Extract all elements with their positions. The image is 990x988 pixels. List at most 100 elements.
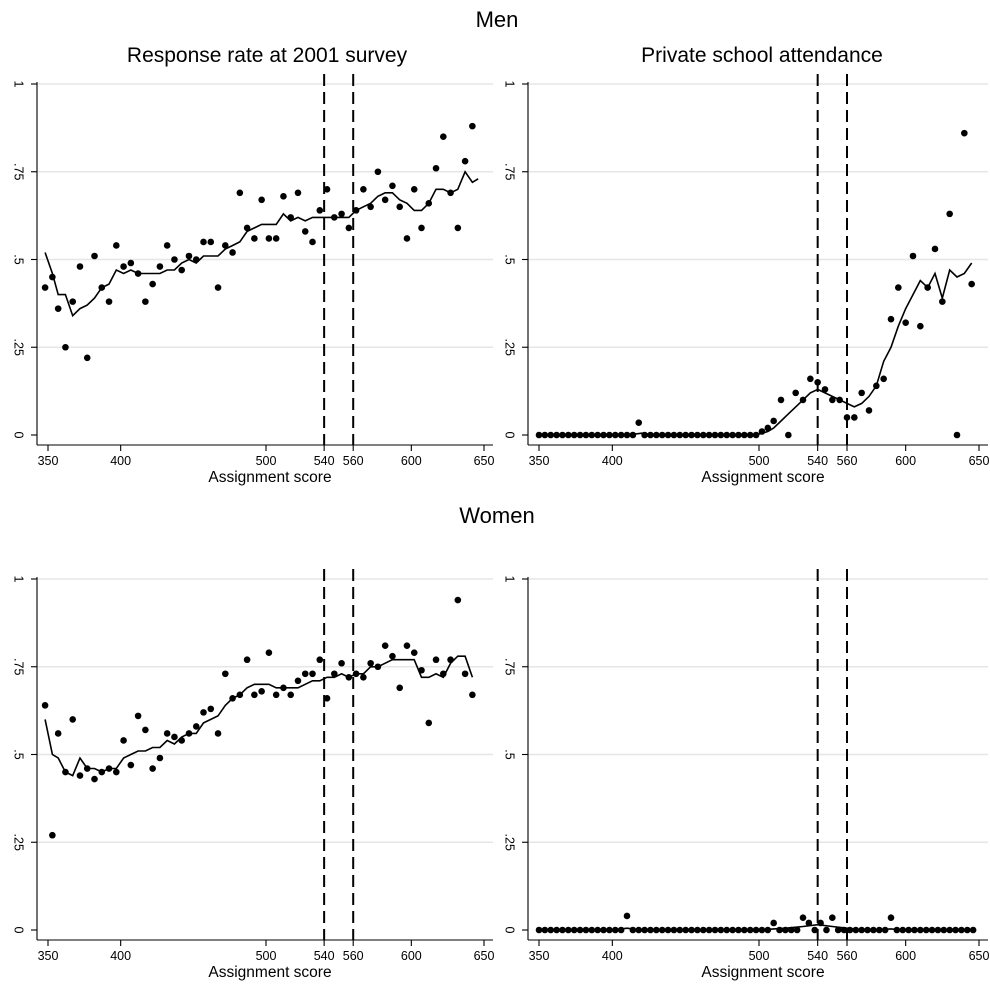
data-point (858, 926, 865, 934)
data-point (149, 280, 156, 288)
data-point (352, 207, 360, 214)
data-point (301, 228, 309, 235)
data-point (600, 926, 607, 934)
data-point (345, 224, 353, 232)
data-point (770, 919, 777, 927)
data-point (287, 691, 295, 699)
data-point (403, 235, 411, 242)
data-point (785, 431, 792, 439)
data-point (931, 245, 939, 253)
data-point (192, 723, 200, 730)
data-point (887, 315, 895, 323)
x-tick-label: 600 (401, 949, 422, 963)
data-point (641, 926, 648, 934)
data-point (735, 926, 742, 934)
data-point (396, 684, 404, 692)
data-point (880, 375, 887, 383)
data-point (83, 765, 91, 772)
data-point (258, 196, 265, 204)
data-point (272, 235, 280, 242)
data-point (782, 926, 789, 934)
x-tick-label: 600 (895, 454, 916, 468)
x-tick-label: 650 (969, 454, 990, 468)
x-tick-label: 650 (969, 949, 990, 963)
data-point (570, 926, 578, 934)
x-tick-label: 400 (602, 949, 623, 963)
panel-men-response-rate: Response rate at 2001 survey 0 .25 .5 .75 1 3… (12, 44, 495, 486)
data-point (360, 186, 367, 193)
data-point (559, 431, 566, 439)
data-point (251, 691, 258, 699)
data-point (909, 252, 917, 260)
data-point (694, 926, 701, 934)
x-tick-label: 500 (256, 454, 277, 468)
data-point (776, 926, 783, 934)
data-point (836, 396, 843, 404)
x-tick-label: 560 (343, 454, 364, 468)
data-point (840, 926, 848, 934)
data-point (338, 659, 345, 667)
data-point (729, 431, 736, 439)
x-tick-label: 650 (474, 454, 495, 468)
y-tick-label: .75 (12, 163, 26, 180)
y-tick-label: .75 (503, 163, 517, 180)
data-point (559, 926, 566, 934)
data-point (272, 691, 280, 699)
data-point (535, 926, 543, 934)
data-point (163, 730, 171, 737)
data-point (163, 242, 171, 249)
data-point (758, 428, 766, 435)
data-point (582, 926, 590, 934)
data-point (547, 926, 555, 934)
data-point (113, 768, 120, 776)
data-point (629, 431, 637, 439)
data-point (294, 189, 302, 197)
data-point (793, 926, 801, 934)
data-point (934, 926, 942, 934)
data-point (829, 914, 836, 922)
data-point (961, 129, 968, 137)
data-point (834, 926, 842, 934)
data-point (865, 407, 873, 414)
y-tick-label: .5 (503, 749, 517, 759)
data-point (171, 256, 178, 263)
data-point (214, 284, 222, 291)
data-point (280, 193, 287, 200)
data-point (875, 926, 883, 934)
data-point (447, 656, 454, 664)
y-tick-label: .75 (503, 658, 517, 675)
data-point (705, 926, 713, 934)
data-point (410, 186, 418, 193)
data-point (799, 396, 807, 404)
data-point (752, 431, 760, 439)
data-point (134, 712, 142, 720)
y-tick-label: .25 (12, 339, 26, 356)
data-point (294, 677, 302, 685)
y-tick-label: .25 (12, 834, 26, 851)
data-point (345, 673, 353, 681)
data-point (588, 926, 596, 934)
data-point (829, 396, 836, 404)
data-point (635, 926, 643, 934)
x-tick-label: 400 (110, 949, 131, 963)
data-point (653, 926, 660, 934)
data-point (699, 926, 707, 934)
data-point (425, 200, 433, 207)
data-point (870, 926, 877, 934)
x-tick-label: 350 (529, 949, 550, 963)
x-tick-label: 650 (474, 949, 495, 963)
data-point (711, 431, 719, 439)
data-point (425, 719, 433, 727)
data-point (717, 431, 725, 439)
data-point (623, 431, 631, 439)
data-point (98, 768, 106, 776)
y-tick-label: 0 (503, 927, 517, 934)
data-point (440, 670, 447, 678)
data-point (676, 431, 684, 439)
data-point (76, 263, 84, 270)
data-point (735, 431, 742, 439)
data-point (454, 224, 462, 232)
y-tick-label: .25 (503, 339, 517, 356)
data-point (156, 754, 164, 762)
data-point (389, 182, 396, 190)
